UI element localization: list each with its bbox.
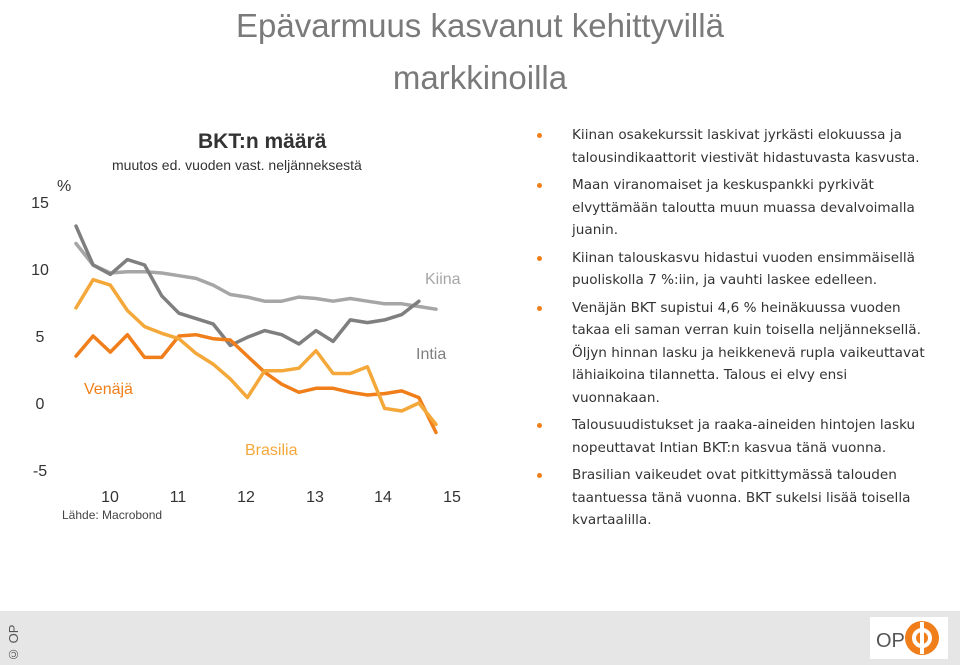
bullet-item: Venäjän BKT supistui 4,6 % heinäkuussa v… — [537, 297, 937, 410]
op-logo: OP — [870, 617, 948, 659]
bullet-text: Kiinan osakekurssit laskivat jyrkästi el… — [572, 127, 920, 166]
y-axis-unit: % — [57, 178, 72, 195]
logo-text: OP — [876, 630, 905, 652]
series-line-kiina — [74, 241, 438, 311]
x-tick-label: 13 — [306, 489, 324, 506]
copyright-text: © OP — [6, 624, 21, 662]
bullet-dot — [537, 473, 542, 478]
series-line-intia — [74, 224, 421, 348]
bullet-dot — [537, 423, 542, 428]
series-label: Intia — [416, 346, 446, 363]
series-label: Brasilia — [245, 442, 298, 459]
chart-source: Lähde: Macrobond — [62, 508, 163, 522]
series-line-venäjä — [74, 332, 438, 435]
chart-subtitle: muutos ed. vuoden vast. neljänneksestä — [112, 157, 362, 173]
slide-title: Epävarmuus kasvanut kehittyvillä markkin… — [236, 7, 724, 96]
bullet-item: Kiinan osakekurssit laskivat jyrkästi el… — [537, 124, 937, 169]
bullet-text: Venäjän BKT supistui 4,6 % heinäkuussa v… — [572, 299, 925, 406]
y-tick-label: 5 — [36, 329, 45, 346]
bullet-text: Kiinan talouskasvu hidastui vuoden ensim… — [572, 249, 915, 289]
bullet-text: Maan viranomaiset ja keskuspankki pyrkiv… — [572, 177, 915, 238]
y-tick-label: 15 — [31, 195, 49, 212]
y-tick-label: 0 — [36, 396, 45, 413]
series-label: Venäjä — [84, 381, 133, 398]
commentary-bullets: Kiinan osakekurssit laskivat jyrkästi el… — [537, 124, 937, 537]
x-axis-ticks: 10 11 12 13 14 15 — [101, 489, 461, 506]
x-tick-label: 15 — [443, 489, 461, 506]
series-line-brasilia — [74, 277, 438, 427]
bullet-dot — [537, 305, 542, 311]
footer-bar — [0, 611, 960, 665]
bullet-dot — [537, 183, 542, 188]
series-lines — [74, 224, 438, 435]
bullet-text: Talousuudistukset ja raaka-aineiden hint… — [572, 417, 916, 456]
x-tick-label: 14 — [374, 489, 392, 506]
bullet-dot — [537, 255, 542, 261]
chart-title: BKT:n määrä — [198, 130, 327, 153]
bullet-item: Talousuudistukset ja raaka-aineiden hint… — [537, 414, 937, 459]
y-tick-label: 10 — [31, 262, 49, 279]
series-label: Kiina — [425, 271, 461, 288]
gdp-line-chart: 15 10 5 0 -5 10 11 12 13 14 15 Kiina Intia Venäjä Br… — [31, 195, 461, 506]
y-axis-ticks: 15 10 5 0 -5 — [31, 195, 49, 480]
x-tick-label: 11 — [170, 489, 187, 506]
bullet-dot — [537, 133, 542, 138]
logo-stem — [920, 622, 924, 654]
x-tick-label: 10 — [101, 489, 119, 506]
x-tick-label: 12 — [237, 489, 255, 506]
bullet-item: Maan viranomaiset ja keskuspankki pyrkiv… — [537, 174, 937, 242]
series-labels: Kiina Intia Venäjä Brasilia — [84, 271, 461, 459]
y-tick-label: -5 — [33, 463, 47, 480]
bullet-item: Brasilian vaikeudet ovat pitkittymässä t… — [537, 464, 937, 532]
bullet-item: Kiinan talouskasvu hidastui vuoden ensim… — [537, 247, 937, 292]
bullet-text: Brasilian vaikeudet ovat pitkittymässä t… — [572, 467, 911, 528]
